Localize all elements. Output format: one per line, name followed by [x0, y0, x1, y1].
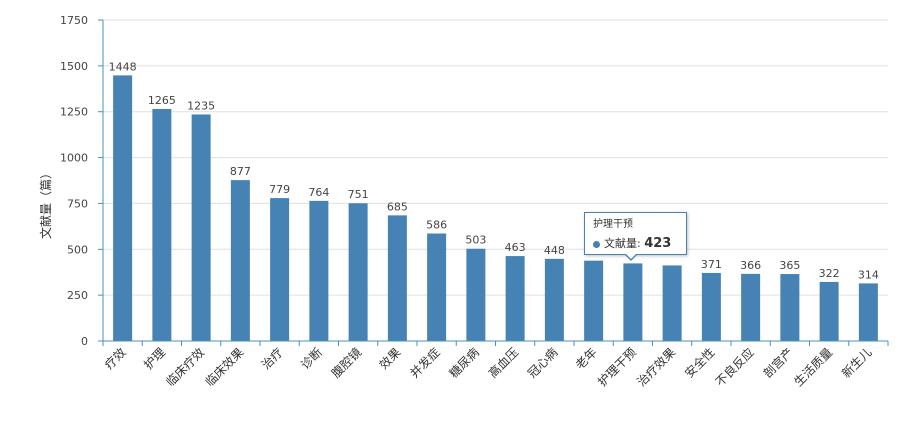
- tooltip-value: 423: [644, 236, 672, 251]
- y-tick-label: 250: [67, 289, 88, 302]
- bar[interactable]: [780, 274, 800, 341]
- bar[interactable]: [348, 203, 368, 341]
- data-label: 764: [308, 186, 329, 199]
- data-label: 322: [819, 267, 840, 280]
- y-tick-label: 1500: [60, 60, 88, 73]
- bar[interactable]: [191, 114, 211, 341]
- axes: [98, 19, 889, 346]
- data-label: 371: [701, 258, 722, 271]
- bar[interactable]: [701, 272, 721, 341]
- y-tick-label: 750: [67, 197, 88, 210]
- y-tick-label: 1250: [60, 106, 88, 119]
- data-label: 1235: [187, 99, 215, 112]
- x-category-label: 不良反应: [712, 345, 757, 390]
- x-category-label: 临床疗效: [163, 345, 208, 390]
- tooltip-pointer-inner: [625, 253, 637, 259]
- x-category-label: 高血压: [485, 345, 521, 381]
- x-category-label: 老年: [573, 345, 600, 372]
- grid-lines: [103, 19, 888, 296]
- series-marker-icon: [593, 240, 600, 248]
- x-category-label: 临床效果: [202, 345, 247, 390]
- x-category-label: 并发症: [407, 345, 443, 381]
- x-category-label: 新生儿: [838, 345, 874, 381]
- bar[interactable]: [623, 263, 643, 341]
- y-tick-label: 500: [67, 243, 88, 256]
- x-category-label: 安全性: [681, 345, 717, 381]
- bar[interactable]: [230, 180, 250, 341]
- data-label: 586: [426, 219, 447, 232]
- x-category-label: 生活质量: [791, 345, 835, 389]
- x-category-label: 效果: [376, 345, 404, 373]
- x-category-label: 治疗: [259, 345, 286, 372]
- y-tick-label: 1750: [60, 14, 88, 27]
- x-category-label: 腹腔镜: [328, 345, 364, 381]
- bar[interactable]: [309, 200, 329, 341]
- data-labels: 1448 1265 1235 877 779 764 751 685 586 503 463 448 3…: [109, 60, 879, 281]
- bar[interactable]: [427, 233, 447, 341]
- data-label: 463: [505, 241, 526, 254]
- x-category-label: 疗效: [101, 345, 129, 373]
- tooltip-row: 文献量: 423: [593, 235, 678, 251]
- tooltip-title: 护理干预: [593, 219, 633, 230]
- data-label: 877: [230, 165, 251, 178]
- bar[interactable]: [270, 198, 290, 341]
- bar[interactable]: [584, 260, 604, 341]
- tooltip-series-label: 文献量:: [604, 237, 645, 250]
- data-label: 751: [348, 188, 369, 201]
- x-category-label: 治疗效果: [634, 345, 679, 390]
- y-tick-label: 0: [81, 335, 88, 348]
- x-category-label: 糖尿病: [446, 345, 482, 381]
- x-category-label: 剖宫产: [760, 345, 796, 381]
- x-category-label: 护理干预: [595, 345, 639, 389]
- bar[interactable]: [113, 75, 133, 341]
- data-label: 365: [779, 259, 800, 272]
- bars: [113, 75, 878, 341]
- bar[interactable]: [858, 283, 878, 341]
- bar[interactable]: [741, 273, 761, 341]
- bar[interactable]: [544, 258, 564, 341]
- data-label: 448: [544, 244, 565, 257]
- bar[interactable]: [505, 256, 525, 341]
- y-tick-label: 1000: [60, 152, 88, 165]
- bar[interactable]: [662, 265, 682, 341]
- data-label: 1448: [109, 60, 137, 73]
- bar[interactable]: [819, 281, 839, 341]
- x-category-label: 护理: [141, 345, 168, 372]
- data-label: 314: [858, 268, 879, 281]
- bar[interactable]: [152, 108, 172, 341]
- data-label: 779: [269, 183, 290, 196]
- tooltip: 护理干预 文献量: 423: [584, 212, 687, 255]
- data-label: 366: [740, 259, 761, 272]
- x-category-label: 冠心病: [524, 345, 560, 381]
- y-tick-labels: 0 250 500 750 1000 1250 1500 1750: [60, 14, 88, 348]
- bar[interactable]: [466, 248, 486, 341]
- x-category-label: 诊断: [297, 345, 325, 373]
- data-label: 685: [387, 200, 408, 213]
- data-label: 1265: [148, 94, 176, 107]
- y-axis-label: 文献量（篇）: [38, 167, 53, 239]
- bar[interactable]: [387, 215, 407, 341]
- data-label: 503: [465, 234, 486, 247]
